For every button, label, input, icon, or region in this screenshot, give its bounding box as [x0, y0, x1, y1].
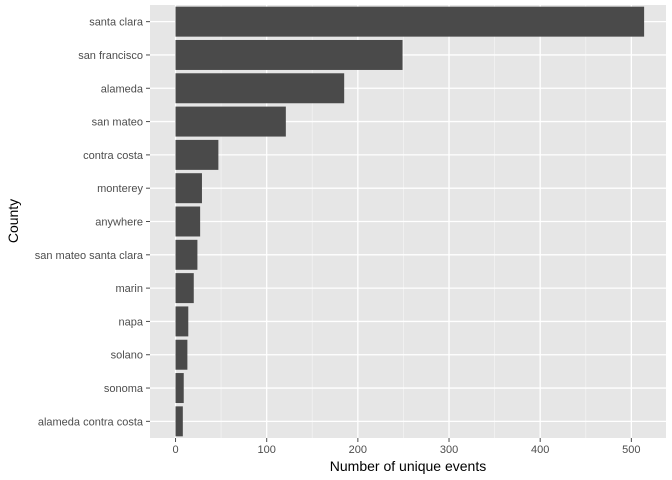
- y-tick-label: contra costa: [83, 150, 144, 162]
- y-axis-title: County: [5, 199, 21, 243]
- bar: [175, 239, 198, 270]
- bar: [175, 206, 201, 237]
- bars: [175, 6, 645, 437]
- y-tick-label: anywhere: [95, 217, 143, 229]
- y-tick-label: marin: [115, 283, 143, 295]
- x-tick-label: 500: [622, 444, 640, 456]
- y-tick-label: san mateo santa clara: [35, 250, 144, 262]
- x-tick-label: 0: [172, 444, 178, 456]
- y-tick-label: monterey: [97, 183, 143, 195]
- bar: [175, 39, 403, 70]
- y-tick-label: alameda: [101, 83, 144, 95]
- x-tick-label: 100: [258, 444, 276, 456]
- major-gridlines: [150, 5, 666, 438]
- y-tick-label: alameda contra costa: [38, 416, 144, 428]
- y-tick-label: san mateo: [92, 117, 143, 129]
- bar: [175, 339, 188, 370]
- bar: [175, 106, 286, 137]
- x-tick-label: 200: [349, 444, 367, 456]
- bar: [175, 406, 183, 437]
- y-axis-ticks: santa clara san francisco alameda san mateo…: [35, 17, 150, 428]
- y-tick-label: sonoma: [104, 383, 144, 395]
- bar: [175, 373, 184, 404]
- bar: [175, 306, 189, 337]
- y-tick-label: solano: [111, 350, 143, 362]
- x-tick-label: 400: [531, 444, 549, 456]
- x-axis-title: Number of unique events: [330, 458, 486, 474]
- x-axis-ticks: 0 100 200 300 400 500: [172, 438, 641, 456]
- bar: [175, 273, 194, 304]
- y-tick-label: santa clara: [89, 17, 144, 29]
- y-tick-label: san francisco: [78, 50, 143, 62]
- bar: [175, 139, 219, 170]
- bar: [175, 73, 345, 104]
- x-tick-label: 300: [440, 444, 458, 456]
- y-tick-label: napa: [119, 316, 144, 328]
- bar: [175, 173, 202, 204]
- bar: [175, 6, 645, 37]
